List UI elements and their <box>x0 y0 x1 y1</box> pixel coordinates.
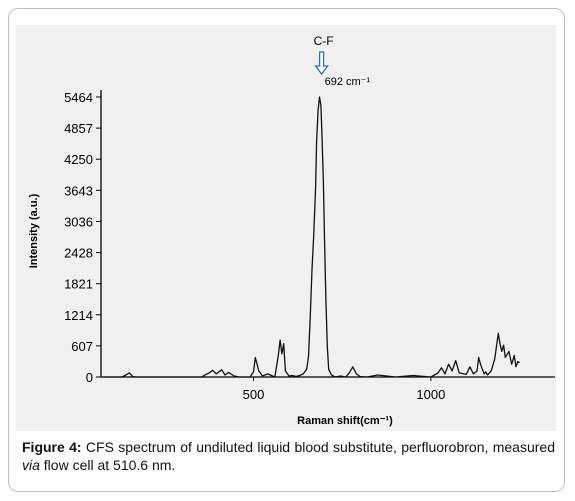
series-line-0 <box>104 96 520 378</box>
peak-label-cf: C-F <box>314 34 334 48</box>
y-tick-label: 0 <box>86 370 93 385</box>
y-axis-ticks: 0 607 1214 1821 2428 3036 3643 4250 4857 5464 <box>64 90 101 385</box>
x-axis-ticks: 500 1000 <box>243 377 445 402</box>
down-arrow-icon <box>314 51 329 76</box>
y-tick-label: 4250 <box>64 152 93 167</box>
y-tick-label: 5464 <box>64 90 93 105</box>
figure-label: Figure 4: <box>22 439 82 455</box>
y-tick-label: 4857 <box>64 121 93 136</box>
y-tick-label: 1821 <box>64 277 93 292</box>
caption-italic: via <box>22 457 40 473</box>
series-group <box>104 96 520 378</box>
x-tick-label: 500 <box>243 387 265 402</box>
axes <box>100 90 555 378</box>
x-tick-label: 1000 <box>416 387 445 402</box>
caption-text-1: CFS spectrum of undiluted liquid blood s… <box>81 439 555 455</box>
caption-text-2: flow cell at 510.6 nm. <box>39 457 176 473</box>
y-axis-label: Intensity (a.u.) <box>28 193 40 268</box>
y-tick-label: 1214 <box>64 308 93 323</box>
peak-wavenumber-label: 692 cm⁻¹ <box>325 76 371 88</box>
annotations: C-F 692 cm⁻¹ <box>314 34 371 88</box>
y-tick-label: 607 <box>71 339 93 354</box>
y-tick-label: 2428 <box>64 246 93 261</box>
plot-background <box>16 25 556 431</box>
y-tick-label: 3036 <box>64 214 93 229</box>
x-axis-label: Raman shift(cm⁻¹) <box>297 415 393 427</box>
y-tick-label: 3643 <box>64 183 93 198</box>
figure-caption: Figure 4: CFS spectrum of undiluted liqu… <box>22 438 555 474</box>
